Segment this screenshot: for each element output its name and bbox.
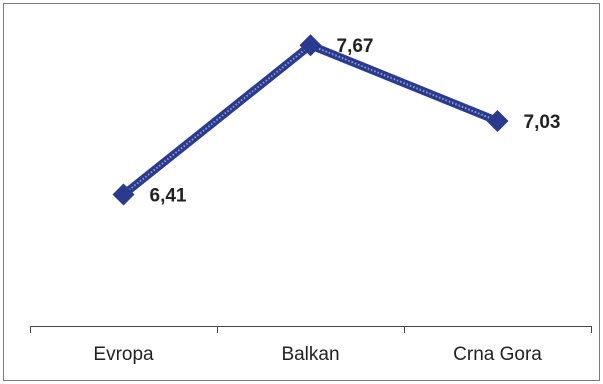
data-label: 7,03 [524,112,561,133]
data-point-marker [299,34,322,57]
data-label: 7,67 [337,36,374,57]
x-tick-label: Crna Gora [453,344,542,365]
data-point-marker [486,110,509,133]
data-point-marker [112,183,135,206]
chart-frame [3,3,600,381]
x-tick-label: Evropa [93,344,154,365]
x-tick-label: Balkan [281,344,339,365]
series-layer [112,34,509,206]
label-layer: Evropa Balkan Crna Gora 6,41 7,67 7,03 [93,36,560,365]
data-label: 6,41 [150,186,187,207]
x-axis [30,326,592,333]
